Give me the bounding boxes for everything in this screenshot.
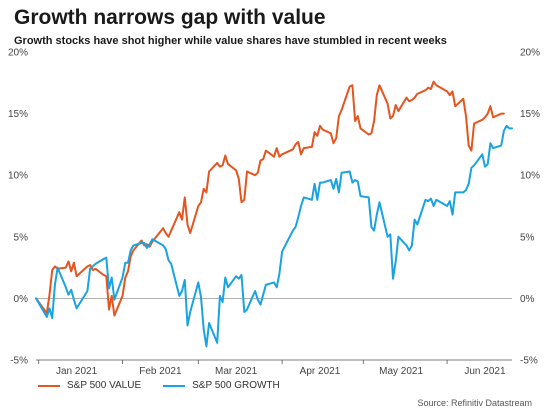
x-axis: Jan 2021 Feb 2021 Mar 2021 Apr 2021 May 2021… — [36, 359, 512, 377]
y-tick-label-right: 15% — [520, 109, 540, 120]
legend-label-growth: S&P 500 GROWTH — [192, 380, 280, 391]
legend: S&P 500 VALUE S&P 500 GROWTH — [38, 380, 280, 391]
y-tick-label-right: 5% — [520, 232, 535, 243]
chart-subtitle: Growth stocks have shot higher while val… — [14, 35, 447, 47]
chart-title: Growth narrows gap with value — [14, 6, 326, 29]
y-axis-left: -5% 0% 5% 10% 15% 20% — [8, 48, 28, 367]
legend-item-growth: S&P 500 GROWTH — [163, 380, 280, 391]
legend-label-value: S&P 500 VALUE — [67, 380, 142, 391]
y-axis-right: -5% 0% 5% 10% 15% 20% — [520, 48, 540, 367]
y-tick-label-right: 20% — [520, 48, 540, 59]
y-tick-label-right: 0% — [520, 294, 535, 305]
x-tick-label: Feb 2021 — [139, 366, 182, 377]
y-tick-label-left: -5% — [10, 356, 28, 367]
series-line-growth — [35, 124, 513, 348]
legend-swatch-value — [38, 384, 60, 387]
x-tick-label: Jun 2021 — [464, 366, 506, 377]
x-tick-label: Mar 2021 — [215, 366, 258, 377]
series-layer — [35, 80, 513, 348]
legend-item-value: S&P 500 VALUE — [38, 380, 141, 391]
y-tick-label-left: 20% — [8, 48, 28, 59]
source-note: Source: Refinitiv Datastream — [417, 398, 532, 408]
series-line-value — [35, 80, 505, 317]
y-tick-label-left: 5% — [14, 232, 29, 243]
y-tick-label-left: 15% — [8, 109, 28, 120]
y-tick-label-left: 0% — [14, 294, 29, 305]
x-tick-label: Jan 2021 — [56, 366, 98, 377]
x-tick-label: May 2021 — [379, 366, 423, 377]
y-tick-label-left: 10% — [8, 171, 28, 182]
x-tick-label: Apr 2021 — [300, 366, 341, 377]
y-tick-label-right: 10% — [520, 171, 540, 182]
y-tick-label-right: -5% — [520, 356, 538, 367]
legend-swatch-growth — [163, 384, 186, 387]
